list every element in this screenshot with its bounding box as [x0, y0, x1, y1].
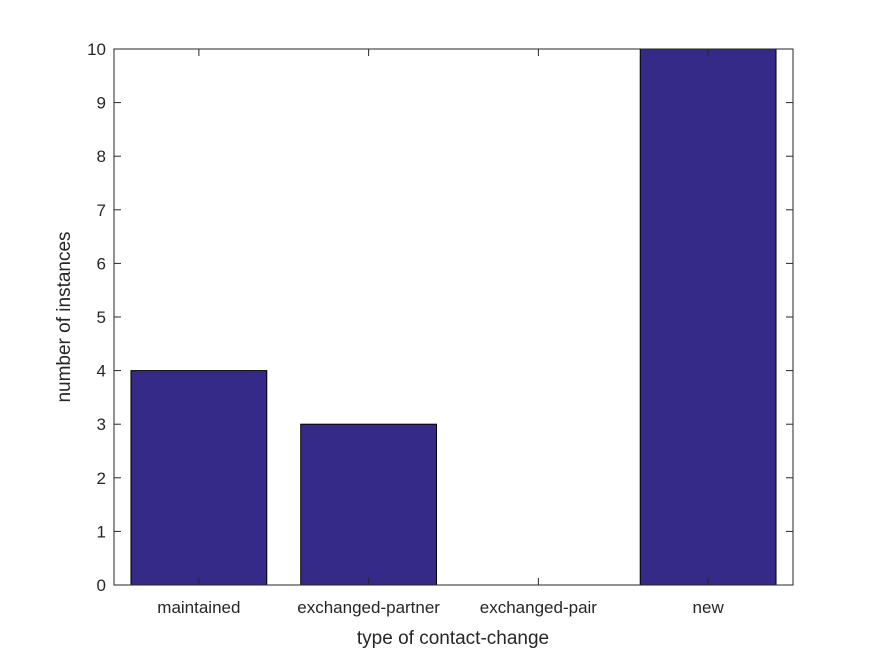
x-tick-label: new [693, 598, 725, 617]
bar-maintained [130, 370, 268, 586]
x-axis-label: type of contact-change [357, 628, 549, 649]
x-tick-label: maintained [157, 598, 240, 617]
y-tick-label: 3 [97, 415, 106, 434]
y-tick-label: 2 [97, 469, 106, 488]
x-tick-label: exchanged-pair [480, 598, 598, 617]
y-tick-label: 9 [97, 94, 106, 113]
y-tick-label: 7 [97, 201, 106, 220]
y-tick-label: 1 [97, 522, 106, 541]
y-tick-label: 5 [97, 308, 106, 327]
y-tick-label: 10 [87, 40, 106, 59]
y-tick-label: 6 [97, 254, 106, 273]
x-tick-label: exchanged-partner [297, 598, 440, 617]
y-tick-label: 8 [97, 147, 106, 166]
bar-exchanged-partner [300, 423, 438, 586]
y-tick-label: 0 [97, 576, 106, 595]
bar-new [639, 48, 777, 586]
axes-box [113, 48, 794, 586]
y-tick-label: 4 [97, 362, 106, 381]
y-axis-label: number of instances [54, 231, 75, 402]
